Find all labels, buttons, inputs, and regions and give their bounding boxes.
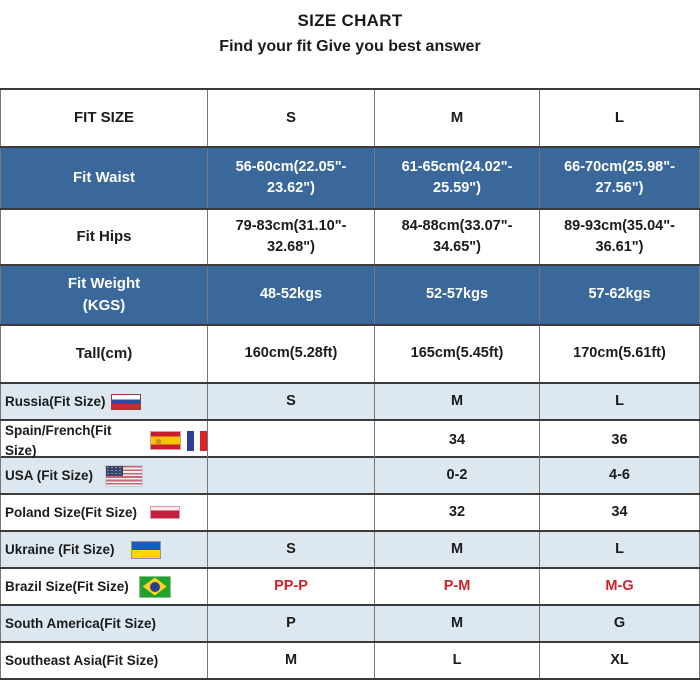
cell-value: 52-57kgs (375, 266, 540, 324)
header-size-l: L (540, 90, 700, 146)
row-label: South America(Fit Size) (5, 615, 157, 631)
row-label: Poland Size(Fit Size) (5, 504, 138, 520)
page-title: SIZE CHART (297, 11, 403, 30)
cell-value: 34 (375, 421, 540, 461)
title-block: SIZE CHART Find your fit Give you best a… (0, 11, 700, 56)
cell-value: 79-83cm(31.10"- 32.68") (208, 210, 375, 264)
table-row-fit-weight: Fit Weight (KGS) 48-52kgs 52-57kgs 57-62… (0, 266, 700, 326)
table-row-south-america: South America(Fit Size) P M G (0, 606, 700, 643)
table-row-tall: Tall(cm) 160cm(5.28ft) 165cm(5.45ft) 170… (0, 326, 700, 384)
poland-flag-icon (150, 506, 181, 519)
cell-value: L (540, 532, 700, 567)
cell-value: PP-P (208, 569, 375, 604)
cell-value: P (208, 606, 375, 641)
header-size-m: M (375, 90, 540, 146)
row-label: Fit Hips (0, 210, 208, 264)
brazil-flag-icon (138, 575, 171, 598)
table-row-fit-waist: Fit Waist 56-60cm(22.05"- 23.62") 61-65c… (0, 148, 700, 210)
cell-value: L (540, 384, 700, 419)
row-label: Russia(Fit Size) (5, 393, 106, 409)
row-label: Fit Weight (KGS) (0, 266, 208, 324)
row-label: Ukraine (Fit Size) (5, 541, 115, 557)
header-fit-size: FIT SIZE (0, 90, 208, 146)
cell-value (208, 421, 375, 461)
row-label: USA (Fit Size) (5, 467, 94, 483)
russia-flag-icon (110, 393, 141, 410)
page-subtitle: Find your fit Give you best answer (219, 38, 481, 55)
cell-value: 66-70cm(25.98"- 27.56") (540, 148, 700, 208)
row-label: Southeast Asia(Fit Size) (5, 652, 159, 668)
cell-value: 165cm(5.45ft) (375, 326, 540, 382)
usa-flag-icon (105, 464, 144, 487)
row-label: Fit Waist (0, 148, 208, 208)
row-label: Tall(cm) (0, 326, 208, 382)
table-row-spain-french: Spain/French(Fit Size) 34 36 (0, 421, 700, 461)
cell-value (208, 495, 375, 530)
table-row-usa: USA (Fit Size) 0-2 4-6 (0, 458, 700, 495)
table-row-poland: Poland Size(Fit Size) 32 34 (0, 495, 700, 532)
brazil-globe (149, 581, 160, 592)
header-size-s: S (208, 90, 375, 146)
cell-value: M (375, 384, 540, 419)
cell-value: 57-62kgs (540, 266, 700, 324)
table-row-ukraine: Ukraine (Fit Size) S M L (0, 532, 700, 569)
cell-value: 160cm(5.28ft) (208, 326, 375, 382)
cell-value: 34 (540, 495, 700, 530)
cell-value: G (540, 606, 700, 641)
cell-value: 0-2 (375, 458, 540, 493)
usa-canton (106, 465, 124, 476)
cell-value: M (375, 532, 540, 567)
cell-value: M (208, 643, 375, 678)
table-row-russia: Russia(Fit Size) S M L (0, 384, 700, 421)
cell-value: 61-65cm(24.02"- 25.59") (375, 148, 540, 208)
cell-value: 89-93cm(35.04"- 36.61") (540, 210, 700, 264)
cell-value: 56-60cm(22.05"- 23.62") (208, 148, 375, 208)
table-row-brazil: Brazil Size(Fit Size) PP-P P-M M-G (0, 569, 700, 606)
cell-value: XL (540, 643, 700, 678)
cell-value: 170cm(5.61ft) (540, 326, 700, 382)
row-label: Brazil Size(Fit Size) (5, 578, 129, 594)
cell-value: S (208, 532, 375, 567)
cell-value: 84-88cm(33.07"- 34.65") (375, 210, 540, 264)
cell-value: M (375, 606, 540, 641)
row-label: Spain/French(Fit Size) (5, 423, 112, 458)
cell-value: L (375, 643, 540, 678)
spain-crest (156, 439, 161, 446)
france-flag-icon (187, 430, 207, 451)
table-row-fit-hips: Fit Hips 79-83cm(31.10"- 32.68") 84-88cm… (0, 210, 700, 266)
cell-value: 48-52kgs (208, 266, 375, 324)
table-header-row: FIT SIZE S M L (0, 90, 700, 148)
cell-value: S (208, 384, 375, 419)
size-table: FIT SIZE S M L Fit Waist 56-60cm(22.05"-… (0, 88, 700, 680)
ukraine-flag-icon (130, 540, 161, 559)
table-row-southeast-asia: Southeast Asia(Fit Size) M L XL (0, 643, 700, 680)
cell-value: 36 (540, 421, 700, 461)
spain-flag-icon (150, 431, 181, 451)
cell-value: M-G (540, 569, 700, 604)
cell-value (208, 458, 375, 493)
cell-value: 4-6 (540, 458, 700, 493)
cell-value: 32 (375, 495, 540, 530)
cell-value: P-M (375, 569, 540, 604)
